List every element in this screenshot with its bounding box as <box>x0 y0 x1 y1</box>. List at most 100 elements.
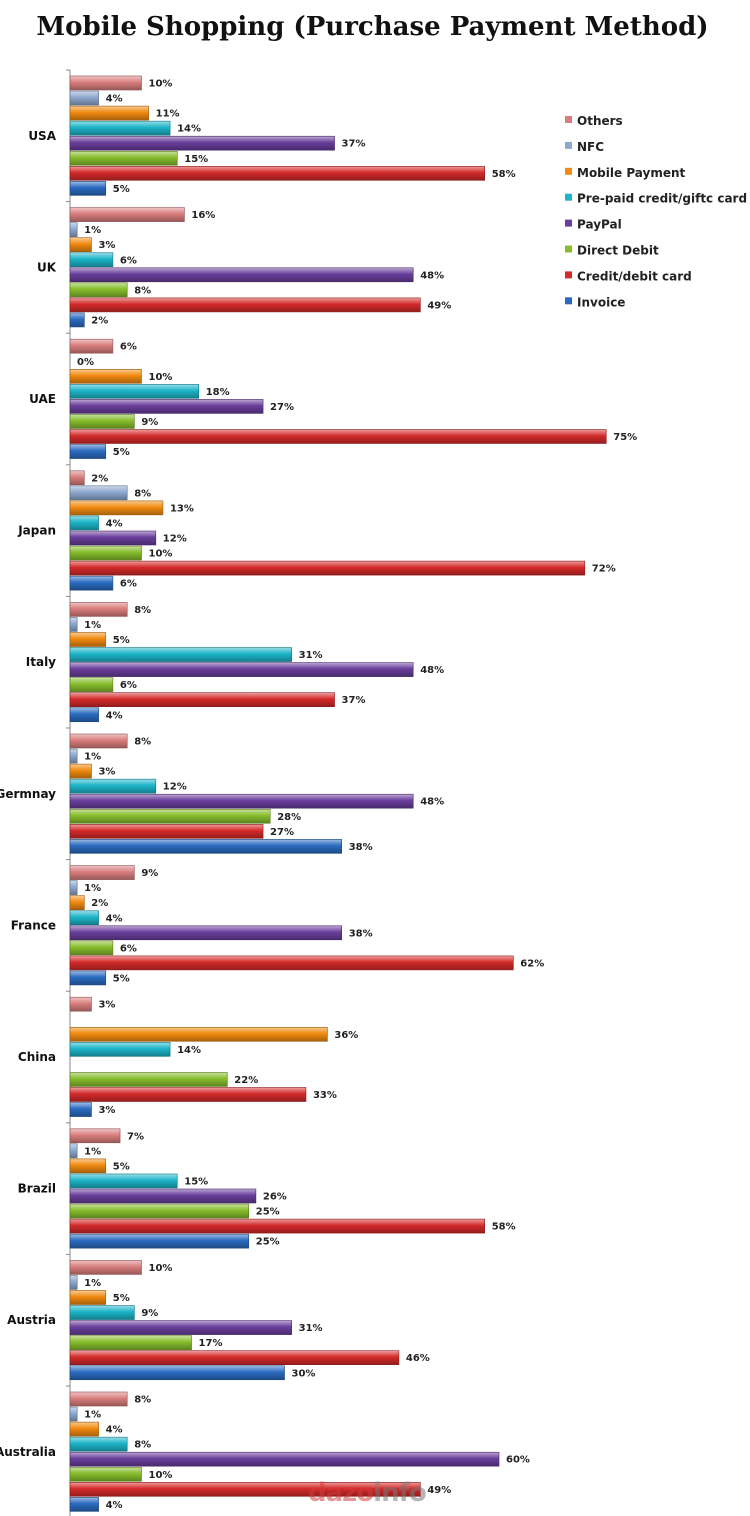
data-label-france-others: 9% <box>141 868 158 879</box>
bar-japan-paypal <box>69 530 157 546</box>
bar-uae-paypal <box>69 399 264 414</box>
data-label-japan-paypal: 12% <box>163 534 187 545</box>
bar-japan-mobile-payment <box>69 500 164 516</box>
legend-label-nfc: NFC <box>577 140 604 154</box>
data-label-china-others: 3% <box>98 1000 115 1011</box>
data-label-uk-direct-debit: 8% <box>134 285 151 296</box>
bar-italy-nfc <box>69 617 78 632</box>
data-label-brazil-nfc: 1% <box>84 1146 101 1157</box>
bar-brazil-pre-paid-credit-giftc-card <box>69 1173 178 1189</box>
legend-swatch-credit-debit-card <box>565 271 572 279</box>
data-label-uk-invoice: 2% <box>91 315 108 326</box>
bar-uae-credit-debit-card <box>69 429 607 444</box>
bar-austria-mobile-payment <box>69 1290 107 1305</box>
data-label-china-credit-debit-card: 33% <box>313 1090 337 1101</box>
category-label-austria: Austria <box>7 1313 56 1327</box>
bar-usa-nfc <box>69 90 99 106</box>
legend-swatch-direct-debit <box>565 245 572 253</box>
bar-uk-nfc <box>69 222 78 237</box>
legend-label-pre-paid-credit-giftc-card: Pre-paid credit/giftc card <box>577 192 747 206</box>
legend-swatch-pre-paid-credit-giftc-card <box>565 193 572 201</box>
legend-label-others: Others <box>577 114 623 128</box>
bar-uae-direct-debit <box>69 414 135 429</box>
bar-australia-pre-paid-credit-giftc-card <box>69 1436 128 1452</box>
bar-italy-mobile-payment <box>69 632 107 647</box>
bar-china-credit-debit-card <box>69 1087 307 1102</box>
category-label-uae: UAE <box>29 392 56 406</box>
data-label-uk-credit-debit-card: 49% <box>427 300 451 311</box>
bar-uae-pre-paid-credit-giftc-card <box>69 384 199 399</box>
data-label-china-direct-debit: 22% <box>234 1075 258 1086</box>
legend-label-direct-debit: Direct Debit <box>577 244 659 258</box>
data-label-uk-nfc: 1% <box>84 225 101 236</box>
data-label-china-pre-paid-credit-giftc-card: 14% <box>177 1045 201 1056</box>
data-label-italy-paypal: 48% <box>420 665 444 676</box>
bar-germnay-pre-paid-credit-giftc-card <box>69 778 157 794</box>
bar-usa-invoice <box>69 181 107 196</box>
legend: Others NFC Mobile Payment Pre-paid credit/g… <box>565 114 747 309</box>
data-label-italy-mobile-payment: 5% <box>113 635 130 646</box>
legend-swatch-others <box>565 116 572 123</box>
bar-usa-direct-debit <box>69 150 178 166</box>
data-label-brazil-others: 7% <box>127 1131 144 1142</box>
bar-uk-paypal <box>69 267 414 283</box>
bar-italy-paypal <box>69 662 414 677</box>
bar-japan-invoice <box>69 575 114 591</box>
bar-austria-nfc <box>69 1275 78 1290</box>
data-label-italy-nfc: 1% <box>84 620 101 631</box>
category-label-usa: USA <box>28 129 56 143</box>
bar-usa-pre-paid-credit-giftc-card <box>69 120 171 136</box>
bar-australia-others <box>69 1391 128 1407</box>
data-label-germnay-others: 8% <box>134 737 151 748</box>
category-label-china: China <box>18 1050 56 1064</box>
bar-japan-credit-debit-card <box>69 560 586 576</box>
data-label-france-direct-debit: 6% <box>120 943 137 954</box>
data-label-uae-credit-debit-card: 75% <box>613 432 637 443</box>
data-label-france-invoice: 5% <box>113 973 130 984</box>
bar-germnay-others <box>69 733 128 749</box>
data-label-france-paypal: 38% <box>349 928 373 939</box>
data-label-japan-others: 2% <box>91 473 108 484</box>
value-labels-layer: 10% 4% 11% 14% 37% 15% 58% 5% 16% 1% 3% 6% 48% 8% 49% 2… <box>77 79 637 1511</box>
bar-australia-mobile-payment <box>69 1421 99 1437</box>
bar-france-invoice <box>69 970 107 986</box>
data-label-australia-paypal: 60% <box>506 1455 530 1466</box>
bar-australia-paypal <box>69 1451 500 1467</box>
watermark-logo: dazoinfo <box>308 1478 427 1508</box>
bar-austria-pre-paid-credit-giftc-card <box>69 1305 135 1320</box>
bar-italy-others <box>69 602 128 617</box>
chart-title: Mobile Shopping (Purchase Payment Method… <box>36 12 709 42</box>
category-label-france: France <box>11 918 56 932</box>
bar-france-others <box>69 865 135 880</box>
category-label-germnay: Germnay <box>0 787 56 801</box>
bar-brazil-others <box>69 1128 121 1144</box>
bar-japan-pre-paid-credit-giftc-card <box>69 515 99 531</box>
bar-japan-others <box>69 470 85 486</box>
bars-layer <box>69 75 607 1512</box>
data-label-australia-others: 8% <box>134 1395 151 1406</box>
data-label-germnay-nfc: 1% <box>84 752 101 763</box>
bar-australia-nfc <box>69 1406 78 1422</box>
data-label-italy-pre-paid-credit-giftc-card: 31% <box>299 650 323 661</box>
bar-japan-direct-debit <box>69 545 142 561</box>
data-label-france-credit-debit-card: 62% <box>520 958 544 969</box>
bar-germnay-mobile-payment <box>69 763 92 779</box>
bar-usa-credit-debit-card <box>69 166 486 181</box>
bar-china-direct-debit <box>69 1072 228 1087</box>
data-label-brazil-invoice: 25% <box>256 1237 280 1248</box>
bar-usa-others <box>69 75 142 91</box>
data-label-uae-pre-paid-credit-giftc-card: 18% <box>206 387 230 398</box>
bar-italy-credit-debit-card <box>69 692 335 708</box>
legend-swatch-nfc <box>565 141 572 149</box>
data-label-italy-direct-debit: 6% <box>120 680 137 691</box>
data-label-france-mobile-payment: 2% <box>91 898 108 909</box>
bar-germnay-invoice <box>69 839 343 854</box>
data-label-australia-pre-paid-credit-giftc-card: 8% <box>134 1440 151 1451</box>
bar-italy-invoice <box>69 707 99 723</box>
data-label-usa-credit-debit-card: 58% <box>492 169 516 180</box>
data-label-usa-direct-debit: 15% <box>184 154 208 165</box>
data-label-brazil-mobile-payment: 5% <box>113 1161 130 1172</box>
data-label-uae-others: 6% <box>120 342 137 353</box>
data-label-japan-invoice: 6% <box>120 579 137 590</box>
